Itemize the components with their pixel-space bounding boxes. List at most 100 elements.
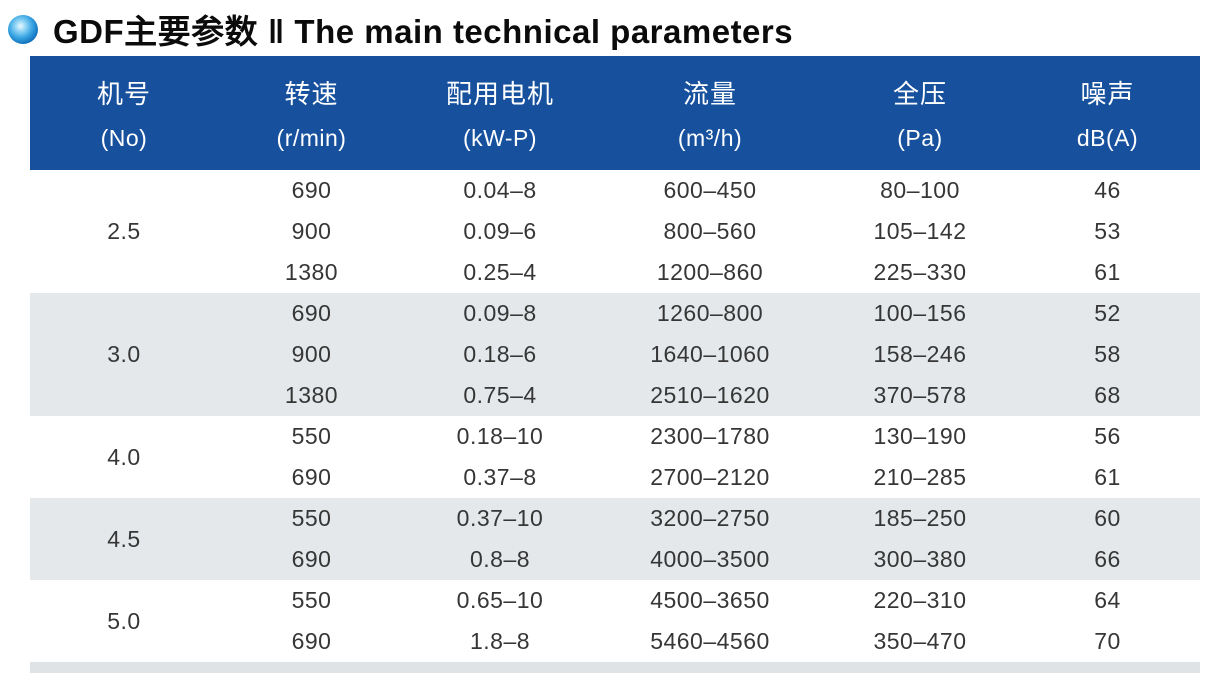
cell-noise: 61	[1094, 259, 1121, 285]
cell-noise: 68	[1094, 382, 1121, 408]
cell-pressure: 130–190	[873, 423, 967, 449]
cell-motor: 0.18–10	[456, 423, 544, 449]
cell-flow: 2300–1780	[650, 423, 770, 449]
cell-motor: 0.09–6	[463, 218, 537, 244]
cell-speed: 690	[291, 546, 332, 572]
cell-flow: 1200–860	[656, 259, 764, 285]
cell-model-no: 3.0	[107, 341, 141, 367]
cell-speed: 1380	[284, 382, 339, 408]
cell-flow: 800–560	[663, 218, 757, 244]
header-row: 机号 (No) 转速 (r/min) 配用电机 (kW-P) 流量 (m³/h)…	[30, 56, 1200, 170]
cell-model-no: 4.0	[107, 443, 141, 470]
header-pressure-unit: (Pa)	[897, 125, 943, 151]
cell-model-no: 2.5	[107, 218, 141, 244]
cell-model-no: 4.5	[107, 525, 141, 552]
table-row: 690 1.8–8 5460–4560 350–470 70	[30, 621, 1200, 662]
cell-pressure: 105–142	[873, 218, 967, 244]
cell-flow: 1640–1060	[650, 341, 770, 367]
cell-pressure: 158–246	[873, 341, 967, 367]
cell-flow: 3200–2750	[650, 505, 770, 531]
header-noise: 噪声 dB(A)	[1015, 56, 1200, 170]
cell-speed: 900	[291, 218, 332, 244]
cell-flow: 2700–2120	[650, 464, 770, 490]
header-flow: 流量 (m³/h)	[595, 56, 825, 170]
cell-speed: 550	[291, 423, 332, 449]
cell-noise: 61	[1094, 464, 1121, 490]
table-row: 2.5 690 0.04–8 600–450 80–100 46	[30, 170, 1200, 244]
next-band-strip	[30, 662, 1200, 673]
cell-noise: 58	[1094, 341, 1121, 367]
cell-speed: 690	[291, 300, 332, 326]
cell-motor: 0.37–8	[463, 464, 537, 490]
header-pressure: 全压 (Pa)	[825, 56, 1015, 170]
cell-flow: 4000–3500	[650, 546, 770, 572]
header-pressure-zh: 全压	[892, 79, 947, 109]
cell-model-no: 5.0	[107, 607, 141, 634]
cell-speed: 690	[291, 628, 332, 654]
cell-noise: 53	[1094, 218, 1121, 244]
cell-motor: 0.8–8	[469, 546, 531, 572]
cell-pressure: 220–310	[873, 587, 967, 613]
cell-motor: 0.65–10	[456, 587, 544, 613]
cell-motor: 0.37–10	[456, 505, 544, 531]
table-row: 4.5 550 0.37–10 3200–2750 185–250 60	[30, 498, 1200, 552]
header-motor-zh: 配用电机	[445, 79, 554, 109]
technical-parameters-table: 机号 (No) 转速 (r/min) 配用电机 (kW-P) 流量 (m³/h)…	[30, 56, 1200, 662]
cell-motor: 0.25–4	[463, 259, 537, 285]
header-motor-unit: (kW-P)	[462, 125, 538, 151]
cell-noise: 52	[1094, 300, 1121, 326]
cell-pressure: 225–330	[873, 259, 967, 285]
cell-pressure: 80–100	[880, 177, 960, 203]
table-row: 900 0.09–6 800–560 105–142 53	[30, 211, 1200, 252]
cell-speed: 550	[291, 587, 332, 613]
cell-flow: 2510–1620	[650, 382, 770, 408]
cell-speed: 690	[291, 177, 332, 203]
table-body: 2.5 690 0.04–8 600–450 80–100 46 900 0.09–6 800–…	[30, 170, 1200, 662]
cell-motor: 0.75–4	[463, 382, 537, 408]
page-title: GDF主要参数 ‖ The main technical parameters	[53, 13, 794, 50]
table-row: 690 0.8–8 4000–3500 300–380 66	[30, 539, 1200, 580]
cell-flow: 4500–3650	[650, 587, 770, 613]
header-model-no: 机号 (No)	[30, 56, 218, 170]
cell-speed: 690	[291, 464, 332, 490]
cell-motor: 1.8–8	[469, 628, 531, 654]
table-row: 3.0 690 0.09–8 1260–800 100–156 52	[30, 293, 1200, 367]
page-title-bar: GDF主要参数 ‖ The main technical parameters	[0, 0, 1230, 56]
cell-flow: 600–450	[663, 177, 757, 203]
header-speed-unit: (r/min)	[276, 125, 347, 151]
cell-pressure: 300–380	[873, 546, 967, 572]
cell-flow: 5460–4560	[650, 628, 770, 654]
header-speed-zh: 转速	[284, 79, 339, 109]
table-row: 4.0 550 0.18–10 2300–1780 130–190 56	[30, 416, 1200, 470]
cell-pressure: 185–250	[873, 505, 967, 531]
table-row: 900 0.18–6 1640–1060 158–246 58	[30, 334, 1200, 375]
table-row: 1380 0.75–4 2510–1620 370–578 68	[30, 375, 1200, 416]
cell-flow: 1260–800	[656, 300, 764, 326]
cell-speed: 550	[291, 505, 332, 531]
header-model-no-unit: (No)	[100, 125, 148, 151]
cell-pressure: 100–156	[873, 300, 967, 326]
header-speed: 转速 (r/min)	[218, 56, 405, 170]
cell-noise: 66	[1094, 546, 1121, 572]
cell-noise: 64	[1094, 587, 1121, 613]
cell-motor: 0.18–6	[463, 341, 537, 367]
table-header: 机号 (No) 转速 (r/min) 配用电机 (kW-P) 流量 (m³/h)…	[30, 56, 1200, 170]
cell-noise: 60	[1094, 505, 1121, 531]
cell-pressure: 210–285	[873, 464, 967, 490]
header-noise-zh: 噪声	[1080, 79, 1135, 109]
bullet-sphere-icon	[8, 14, 38, 44]
table-row: 690 0.37–8 2700–2120 210–285 61	[30, 457, 1200, 498]
cell-noise: 46	[1094, 177, 1121, 203]
cell-speed: 900	[291, 341, 332, 367]
header-motor: 配用电机 (kW-P)	[405, 56, 595, 170]
cell-motor: 0.09–8	[463, 300, 537, 326]
header-noise-unit: dB(A)	[1076, 125, 1139, 151]
header-model-no-zh: 机号	[96, 79, 151, 109]
header-flow-unit: (m³/h)	[677, 125, 743, 151]
cell-noise: 70	[1094, 628, 1121, 654]
cell-noise: 56	[1094, 423, 1121, 449]
header-flow-zh: 流量	[682, 79, 737, 109]
cell-pressure: 350–470	[873, 628, 967, 654]
table-row: 1380 0.25–4 1200–860 225–330 61	[30, 252, 1200, 293]
table-row: 5.0 550 0.65–10 4500–3650 220–310 64	[30, 580, 1200, 634]
